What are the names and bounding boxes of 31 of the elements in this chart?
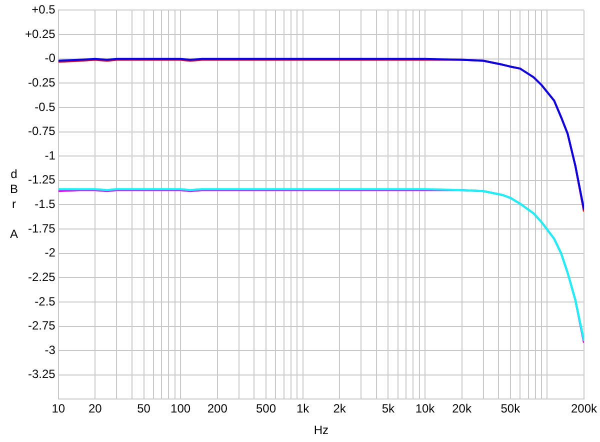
- y-tick-label: -0.75: [28, 124, 56, 138]
- y-tick-label: -2.5: [34, 294, 56, 308]
- y-tick-label: +0.5: [32, 2, 56, 17]
- y-tick-label: -2.25: [28, 270, 56, 284]
- y-tick-label: -1.5: [34, 197, 56, 212]
- y-tick-label: +0.25: [24, 26, 56, 41]
- y-tick-label: -3: [44, 342, 56, 357]
- x-tick-label: 200k: [570, 402, 598, 416]
- y-tick-label: -1.75: [28, 221, 56, 236]
- x-tick-label: 10: [52, 402, 66, 416]
- x-tick-label: 20k: [452, 402, 472, 416]
- x-tick-label: 2k: [333, 402, 347, 416]
- text: dBr A: [10, 167, 18, 242]
- y-tick-label: -1.25: [28, 172, 56, 187]
- y-tick-label: -0.5: [34, 100, 56, 114]
- y-tick-label: -3.25: [28, 367, 56, 382]
- y-tick-label: -0.25: [28, 75, 56, 90]
- y-tick-label: -2: [44, 246, 56, 260]
- x-tick-label: 1k: [296, 402, 310, 416]
- x-tick-label: 200: [207, 402, 228, 416]
- x-axis-title: Hz: [314, 423, 329, 438]
- x-tick-label: 500: [256, 402, 276, 416]
- x-tick-label: 100: [170, 402, 191, 416]
- x-tick-label: 50: [137, 402, 151, 416]
- x-tick-label: 20: [88, 402, 102, 416]
- x-tick-label: 5k: [382, 402, 396, 416]
- x-tick-label: 50k: [500, 402, 522, 416]
- y-tick-label: -0: [44, 51, 56, 66]
- y-tick-label: -1: [44, 148, 56, 162]
- y-tick-label: -2.75: [28, 318, 56, 333]
- x-tick-label: 10k: [415, 402, 436, 416]
